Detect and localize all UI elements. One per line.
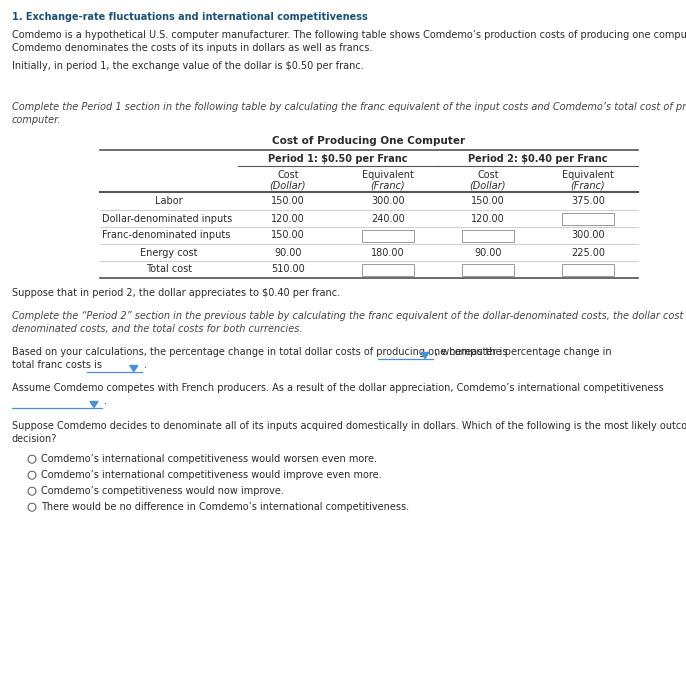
Text: Comdemo’s international competitiveness would worsen even more.: Comdemo’s international competitiveness … (41, 454, 377, 464)
Text: Comdemo denominates the costs of its inputs in dollars as well as francs.: Comdemo denominates the costs of its inp… (12, 43, 372, 53)
Bar (362, 264, 414, 276)
Text: Comdemo’s competitiveness would now improve.: Comdemo’s competitiveness would now impr… (41, 486, 284, 496)
Text: (Dollar): (Dollar) (270, 181, 306, 191)
Text: 90.00: 90.00 (474, 247, 501, 257)
Text: 120.00: 120.00 (471, 214, 505, 223)
Text: computer.: computer. (12, 115, 61, 125)
Text: (Franc): (Franc) (370, 181, 405, 191)
Text: 150.00: 150.00 (271, 197, 305, 206)
Text: 1. Exchange-rate fluctuations and international competitiveness: 1. Exchange-rate fluctuations and intern… (12, 12, 368, 22)
Text: 300.00: 300.00 (571, 230, 605, 240)
Text: Cost: Cost (277, 170, 299, 180)
Text: Franc-denominated inputs: Franc-denominated inputs (102, 230, 230, 240)
Text: Cost of Producing One Computer: Cost of Producing One Computer (272, 136, 466, 146)
Text: Comdemo is a hypothetical U.S. computer manufacturer. The following table shows : Comdemo is a hypothetical U.S. computer … (12, 30, 686, 40)
Text: .: . (104, 396, 107, 406)
Bar (562, 264, 614, 276)
Bar (462, 264, 514, 276)
Text: Initially, in period 1, the exchange value of the dollar is $0.50 per franc.: Initially, in period 1, the exchange val… (12, 61, 364, 71)
Text: denominated costs, and the total costs for both currencies.: denominated costs, and the total costs f… (12, 324, 303, 334)
Text: Equivalent: Equivalent (562, 170, 614, 180)
Text: , whereas the percentage change in: , whereas the percentage change in (435, 347, 612, 357)
Text: Energy cost: Energy cost (140, 247, 198, 257)
Text: 120.00: 120.00 (271, 214, 305, 223)
Text: Period 2: $0.40 per Franc: Period 2: $0.40 per Franc (469, 154, 608, 164)
Text: 150.00: 150.00 (271, 230, 305, 240)
Text: Based on your calculations, the percentage change in total dollar costs of produ: Based on your calculations, the percenta… (12, 347, 508, 357)
Text: 180.00: 180.00 (371, 247, 405, 257)
Text: Period 1: $0.50 per Franc: Period 1: $0.50 per Franc (268, 154, 407, 164)
Text: 225.00: 225.00 (571, 247, 605, 257)
Polygon shape (421, 353, 429, 358)
Text: total franc costs is: total franc costs is (12, 360, 102, 370)
Text: Dollar-denominated inputs: Dollar-denominated inputs (102, 214, 233, 223)
Text: .: . (144, 360, 147, 370)
Text: Equivalent: Equivalent (362, 170, 414, 180)
Text: Cost: Cost (477, 170, 499, 180)
Text: Total cost: Total cost (146, 264, 192, 274)
Text: Labor: Labor (155, 197, 182, 206)
Text: 375.00: 375.00 (571, 197, 605, 206)
Text: decision?: decision? (12, 434, 58, 444)
Text: Comdemo’s international competitiveness would improve even more.: Comdemo’s international competitiveness … (41, 470, 381, 480)
Bar (562, 212, 614, 225)
Bar (462, 229, 514, 242)
Text: 300.00: 300.00 (371, 197, 405, 206)
Polygon shape (130, 366, 138, 372)
Text: (Dollar): (Dollar) (470, 181, 506, 191)
Text: 90.00: 90.00 (274, 247, 302, 257)
Text: Suppose that in period 2, the dollar appreciates to $0.40 per franc.: Suppose that in period 2, the dollar app… (12, 288, 340, 298)
Text: Assume Comdemo competes with French producers. As a result of the dollar appreci: Assume Comdemo competes with French prod… (12, 383, 664, 393)
Text: 510.00: 510.00 (271, 264, 305, 274)
Text: (Franc): (Franc) (571, 181, 605, 191)
Text: Complete the “Period 2” section in the previous table by calculating the franc e: Complete the “Period 2” section in the p… (12, 311, 686, 321)
Text: 150.00: 150.00 (471, 197, 505, 206)
Bar (362, 229, 414, 242)
Polygon shape (90, 402, 98, 407)
Text: 240.00: 240.00 (371, 214, 405, 223)
Text: There would be no difference in Comdemo’s international competitiveness.: There would be no difference in Comdemo’… (41, 502, 409, 512)
Text: Complete the Period 1 section in the following table by calculating the franc eq: Complete the Period 1 section in the fol… (12, 102, 686, 112)
Text: Suppose Comdemo decides to denominate all of its inputs acquired domestically in: Suppose Comdemo decides to denominate al… (12, 421, 686, 431)
